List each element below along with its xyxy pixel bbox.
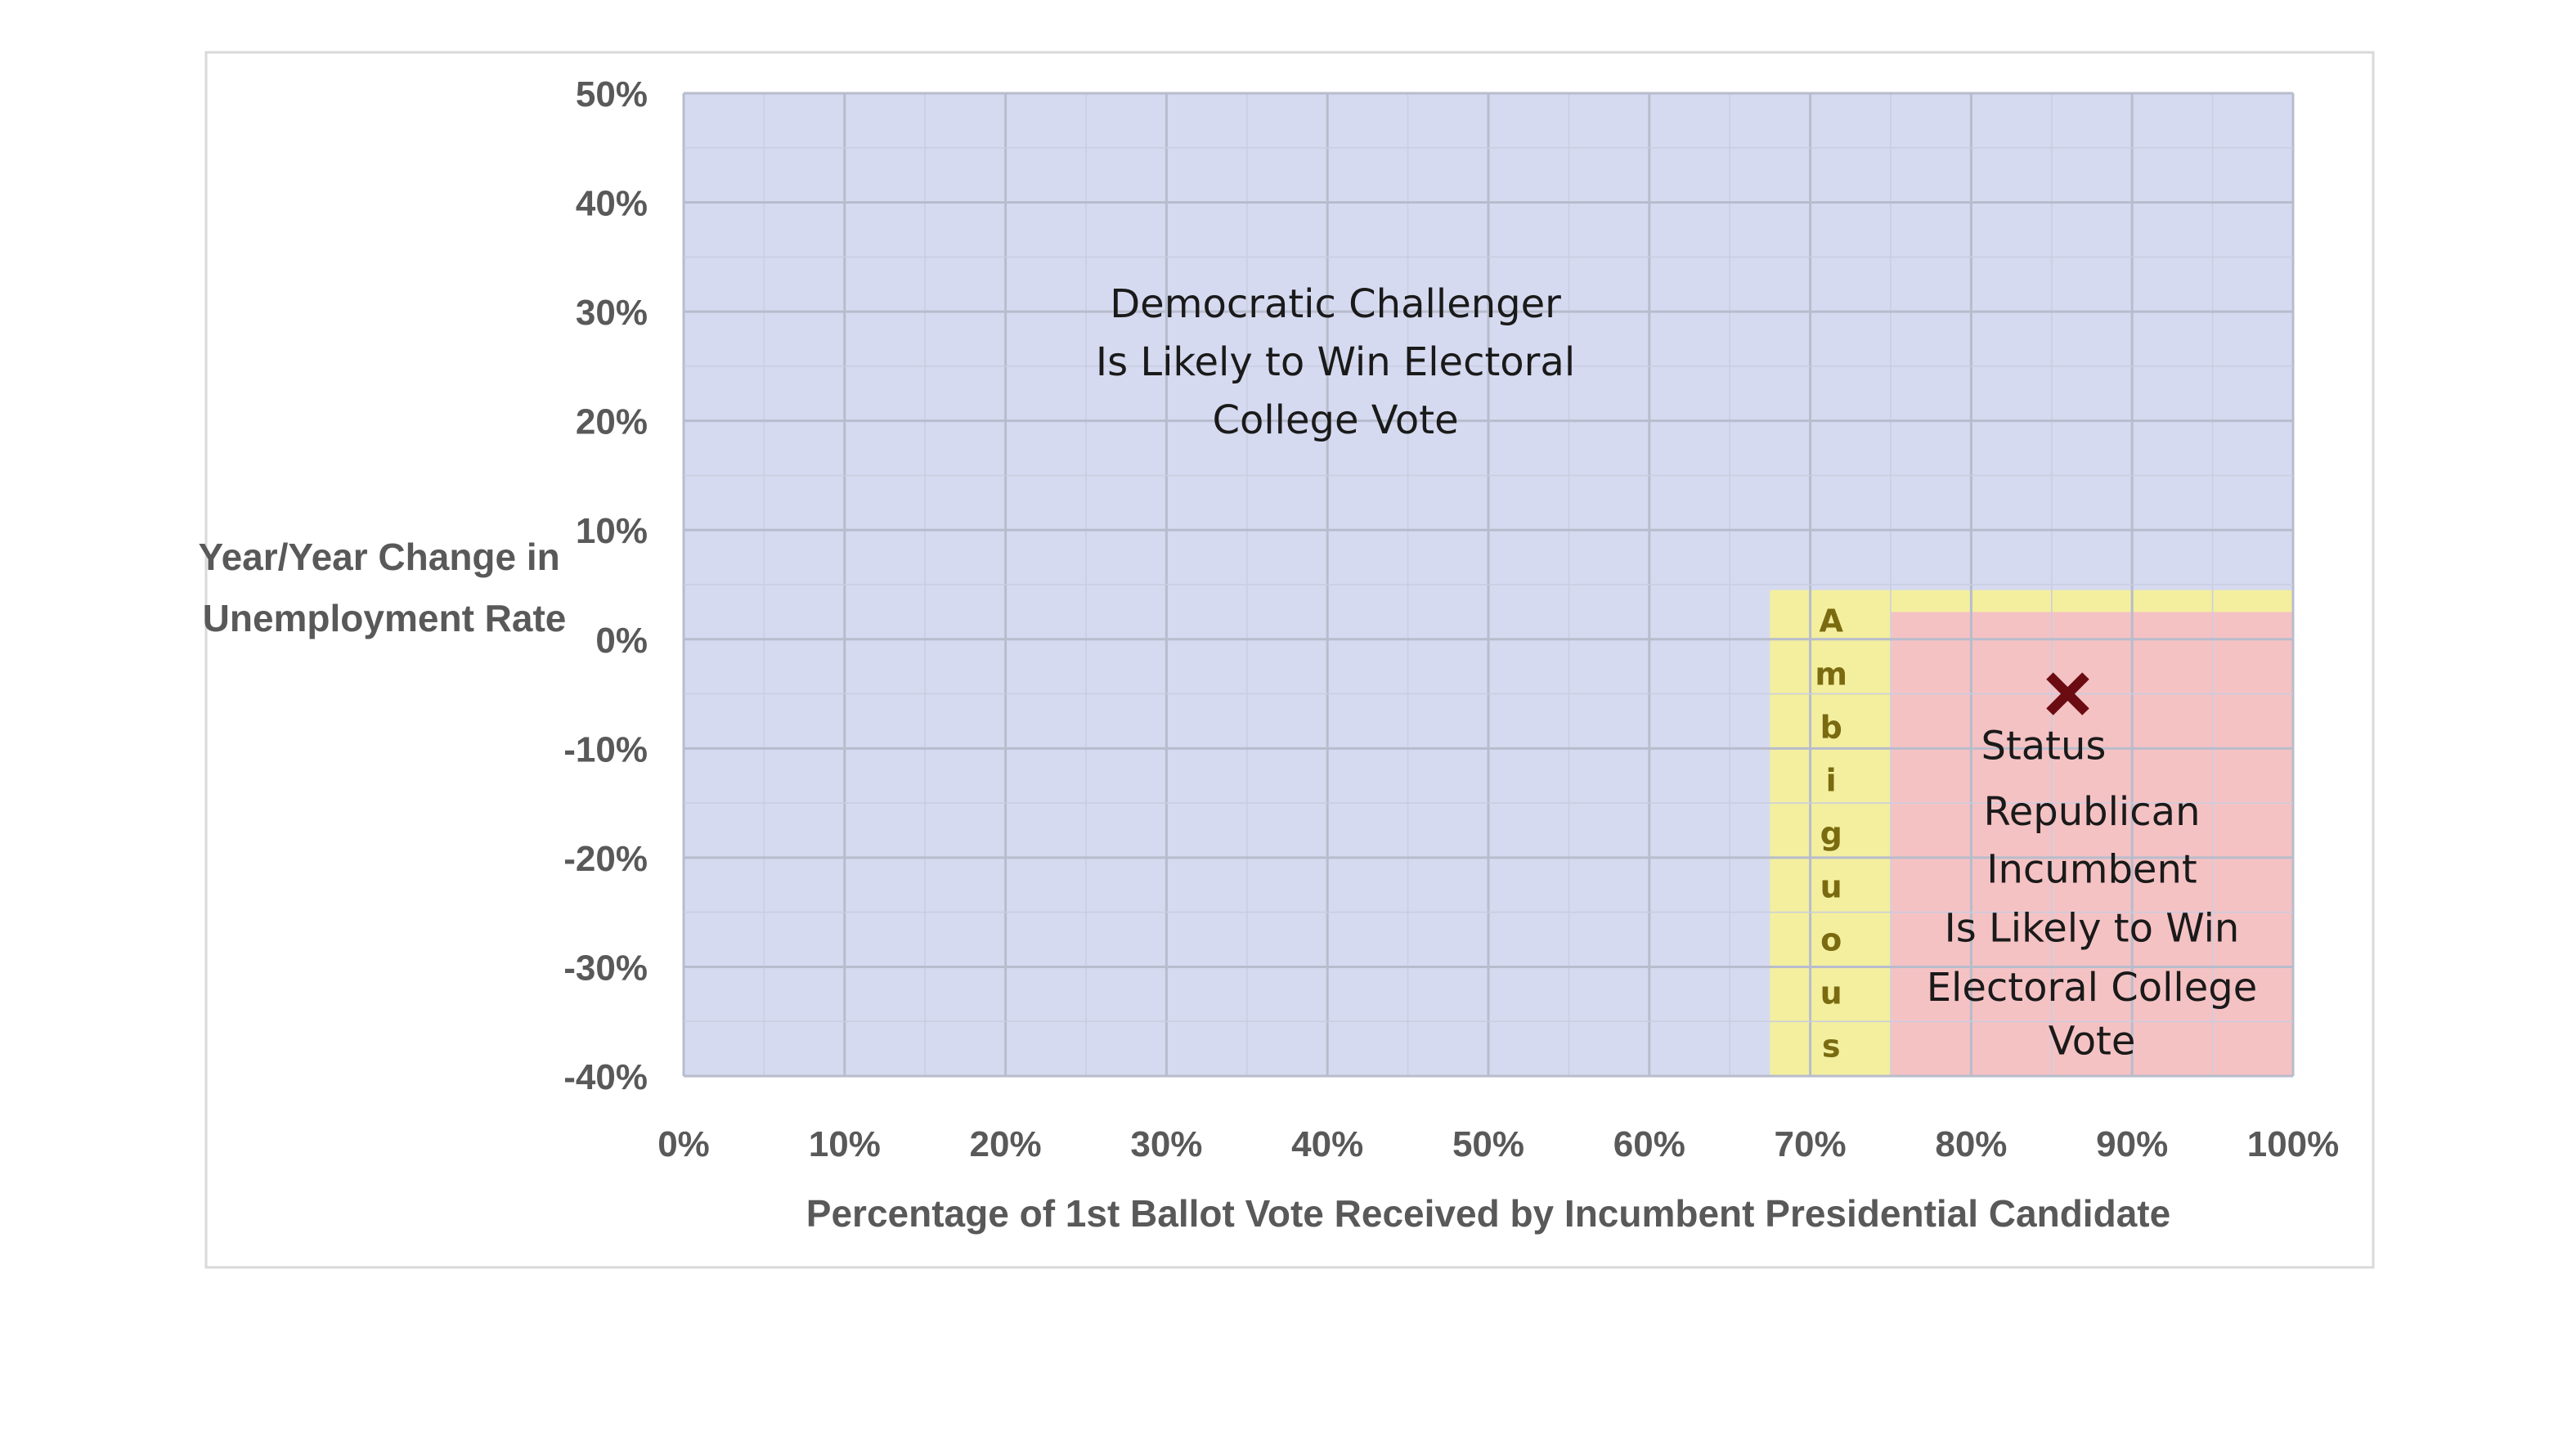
y-tick-label: 0% bbox=[595, 621, 648, 661]
y-axis-title: Year/Year Change in Unemployment Rate bbox=[198, 536, 570, 639]
x-tick-label: 100% bbox=[2247, 1124, 2340, 1164]
x-tick-label: 70% bbox=[1775, 1124, 1847, 1164]
democratic-region-label: Democratic Challenger bbox=[1110, 281, 1561, 327]
democratic-region-label: College Vote bbox=[1212, 397, 1458, 443]
ambiguous-region-letter: A bbox=[1819, 603, 1843, 639]
republican-region-label: Republican bbox=[1984, 789, 2201, 835]
y-tick-label: -40% bbox=[563, 1057, 648, 1097]
x-tick-label: 0% bbox=[657, 1124, 710, 1164]
y-axis-title-line-2: Unemployment Rate bbox=[203, 597, 567, 639]
y-tick-label: 30% bbox=[576, 293, 648, 333]
y-tick-label: -30% bbox=[563, 948, 648, 988]
x-tick-label: 80% bbox=[1935, 1124, 2007, 1164]
ambiguous-region-letter: o bbox=[1820, 922, 1842, 957]
x-tick-label: 90% bbox=[2096, 1124, 2168, 1164]
data-point bbox=[2046, 672, 2089, 715]
y-tick-label: 10% bbox=[576, 511, 648, 551]
y-tick-label: -20% bbox=[563, 839, 648, 879]
x-tick-label: 30% bbox=[1130, 1124, 1202, 1164]
ambiguous-region-letter: m bbox=[1815, 656, 1847, 692]
x-tick-label: 20% bbox=[970, 1124, 1042, 1164]
x-tick-label: 50% bbox=[1452, 1124, 1524, 1164]
ambiguous-region-letter: u bbox=[1820, 975, 1842, 1011]
ambiguous-region-letter: b bbox=[1820, 709, 1842, 745]
data-point-stroke bbox=[2046, 672, 2089, 715]
ambiguous-region-letter: i bbox=[1826, 762, 1837, 798]
y-tick-label: 40% bbox=[576, 184, 648, 224]
republican-region-label: Status bbox=[1981, 724, 2106, 769]
ambiguous-region-letter: s bbox=[1822, 1028, 1841, 1064]
democratic-region-label: Is Likely to Win Electoral bbox=[1096, 339, 1575, 385]
republican-region-label: Electoral College bbox=[1927, 965, 2258, 1011]
y-tick-label: -10% bbox=[563, 729, 648, 769]
y-tick-label: 50% bbox=[576, 74, 648, 114]
republican-region-label: Incumbent bbox=[1986, 847, 2197, 893]
y-tick-label: 20% bbox=[576, 402, 648, 442]
x-tick-label: 10% bbox=[809, 1124, 881, 1164]
region-republican bbox=[1891, 612, 2293, 1076]
ambiguous-region-letter: g bbox=[1820, 815, 1842, 851]
x-tick-label: 60% bbox=[1613, 1124, 1685, 1164]
y-axis-title-line-1: Year/Year Change in bbox=[198, 536, 559, 578]
republican-region-label: Vote bbox=[2049, 1018, 2136, 1064]
republican-region-label: Is Likely to Win bbox=[1945, 906, 2240, 952]
x-tick-label: 40% bbox=[1291, 1124, 1363, 1164]
x-axis-title: Percentage of 1st Ballot Vote Received b… bbox=[806, 1192, 2170, 1235]
ambiguous-region-letter: u bbox=[1820, 868, 1842, 904]
